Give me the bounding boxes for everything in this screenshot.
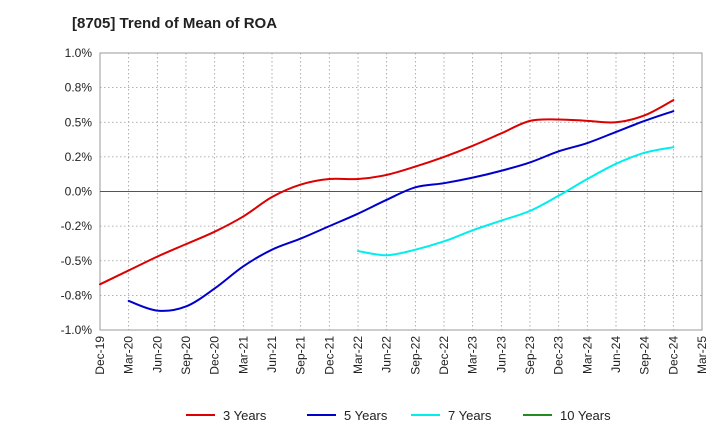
series-line-3-years (99, 99, 675, 286)
legend: 3 Years 5 Years 7 Years 10 Years (186, 408, 611, 423)
y-tick-label: -1.0% (61, 323, 93, 337)
y-tick-label: -0.2% (61, 219, 93, 233)
legend-label-3-years: 3 Years (223, 408, 267, 423)
x-tick-label: Mar-21 (236, 336, 250, 374)
x-tick-label: Dec-19 (93, 336, 107, 375)
x-tick-label: Sep-21 (294, 336, 308, 375)
x-tick-label: Jun-21 (265, 336, 279, 373)
x-tick-label: Jun-22 (380, 336, 394, 373)
y-tick-label: -0.5% (61, 254, 93, 268)
y-axis: 1.0% 0.8% 0.5% 0.2% 0.0% -0.2% -0.5% -0.8% -1.0% (61, 46, 93, 337)
x-tick-label: Sep-24 (638, 336, 652, 375)
y-tick-label: 0.5% (65, 115, 93, 129)
x-tick-label: Dec-24 (666, 336, 680, 375)
legend-label-5-years: 5 Years (344, 408, 388, 423)
x-tick-label: Mar-20 (122, 336, 136, 374)
x-axis: Dec-19 Mar-20 Jun-20 Sep-20 Dec-20 Mar-21 Jun-… (93, 336, 709, 375)
y-tick-label: -0.8% (61, 288, 93, 302)
y-tick-label: 1.0% (65, 46, 93, 60)
legend-label-10-years: 10 Years (560, 408, 611, 423)
x-tick-label: Dec-21 (322, 336, 336, 375)
x-tick-label: Jun-23 (494, 336, 508, 373)
x-tick-label: Sep-20 (179, 336, 193, 375)
series-line-5-years (127, 110, 675, 312)
x-tick-label: Dec-22 (437, 336, 451, 375)
x-tick-label: Jun-20 (150, 336, 164, 373)
x-tick-label: Sep-22 (408, 336, 422, 375)
series-lines (99, 99, 675, 312)
x-tick-label: Mar-25 (695, 336, 709, 374)
x-tick-label: Jun-24 (609, 336, 623, 373)
x-tick-label: Mar-24 (580, 336, 594, 374)
legend-label-7-years: 7 Years (448, 408, 492, 423)
x-tick-label: Sep-23 (523, 336, 537, 375)
x-tick-label: Dec-23 (552, 336, 566, 375)
plot-area (99, 52, 703, 331)
y-tick-label: 0.8% (65, 81, 93, 95)
x-tick-label: Dec-20 (208, 336, 222, 375)
series-line-7-years (357, 146, 675, 257)
chart-title: [8705] Trend of Mean of ROA (72, 15, 277, 32)
y-tick-label: 0.0% (65, 185, 93, 199)
x-tick-label: Mar-23 (466, 336, 480, 374)
x-tick-label: Mar-22 (351, 336, 365, 374)
y-tick-label: 0.2% (65, 150, 93, 164)
